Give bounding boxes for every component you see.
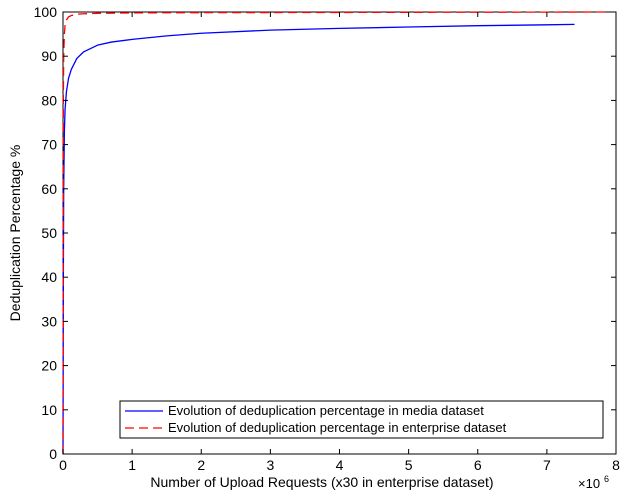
y-tick-label: 20 — [41, 358, 57, 374]
series-line-media — [62, 23, 575, 455]
series-layer — [62, 11, 610, 455]
legend: Evolution of deduplication percentage in… — [119, 400, 604, 439]
y-tick-label: 10 — [41, 402, 57, 418]
x-tick-label: 0 — [59, 457, 67, 473]
x-axis-label: Number of Upload Requests (x30 in enterp… — [150, 474, 493, 490]
y-tick-label: 100 — [34, 4, 58, 20]
plot-area — [62, 11, 617, 455]
x-tick-label: 7 — [543, 457, 551, 473]
x-multiplier-base: ×10 — [578, 476, 600, 491]
legend-box — [119, 400, 604, 439]
y-tick-label: 0 — [49, 446, 57, 462]
y-tick-label: 50 — [41, 225, 57, 241]
y-tick-label: 70 — [41, 137, 57, 153]
x-tick-label: 2 — [197, 457, 205, 473]
x-tick-label: 4 — [336, 457, 344, 473]
y-tick-label: 40 — [41, 269, 57, 285]
x-tick-label: 1 — [128, 457, 136, 473]
series-line-enterprise — [62, 11, 610, 455]
y-tick-label: 30 — [41, 313, 57, 329]
y-tick-label: 80 — [41, 92, 57, 108]
x-multiplier: ×10 6 — [578, 474, 609, 491]
x-tick-label: 5 — [405, 457, 413, 473]
y-axis-label: Deduplication Percentage % — [7, 145, 23, 322]
x-multiplier-exponent: 6 — [604, 474, 609, 484]
legend-label-enterprise: Evolution of deduplication percentage in… — [168, 420, 507, 435]
x-tick-label: 8 — [612, 457, 620, 473]
x-tick-label: 3 — [266, 457, 274, 473]
legend-label-media: Evolution of deduplication percentage in… — [168, 403, 484, 418]
y-tick-label: 60 — [41, 181, 57, 197]
x-tick-label: 6 — [474, 457, 482, 473]
y-tick-label: 90 — [41, 48, 57, 64]
